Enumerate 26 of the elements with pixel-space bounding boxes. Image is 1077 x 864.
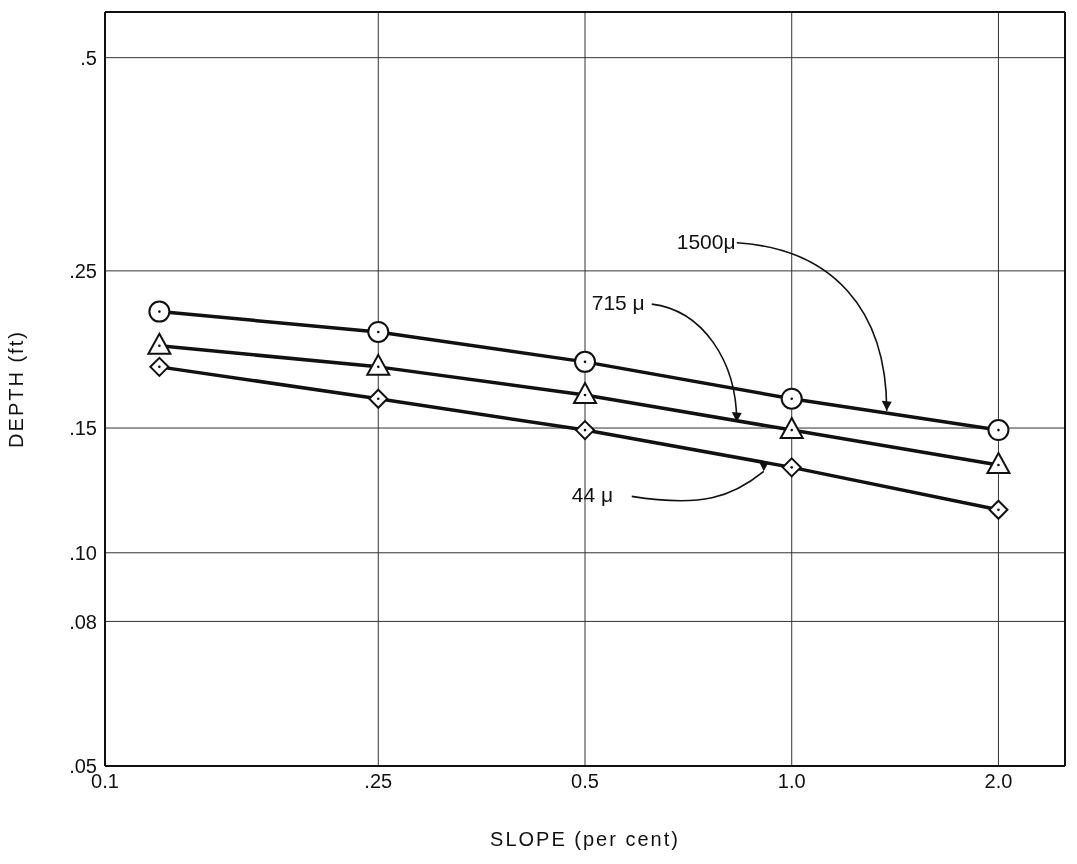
text: 1500μ (676, 229, 736, 253)
x-tick-label: 1.0 (777, 770, 806, 793)
y-tick-label: .08 (69, 610, 97, 633)
y-tick-label: .15 (69, 417, 97, 440)
point (988, 499, 1009, 520)
text: 44 μ (571, 483, 614, 507)
y-tick-label: .10 (69, 541, 97, 564)
point (781, 457, 802, 478)
x-tick-label: 0.5 (571, 770, 599, 793)
y-tick-label: .25 (69, 259, 97, 282)
point (987, 419, 1010, 442)
point (780, 387, 803, 410)
text: 715 μ (591, 291, 645, 315)
point (367, 320, 390, 343)
y-tick-label: .5 (80, 46, 97, 69)
point (575, 420, 595, 441)
point (573, 382, 597, 405)
x-tick-label: 2.0 (984, 770, 1013, 793)
point (574, 350, 596, 373)
point (779, 417, 804, 440)
point (986, 452, 1011, 475)
point (368, 388, 389, 409)
point (366, 353, 391, 376)
y-axis-title: DEPTH (ft) (5, 330, 28, 448)
x-tick-label: .25 (364, 770, 393, 793)
x-axis-title: SLOPE (per cent) (490, 828, 680, 850)
